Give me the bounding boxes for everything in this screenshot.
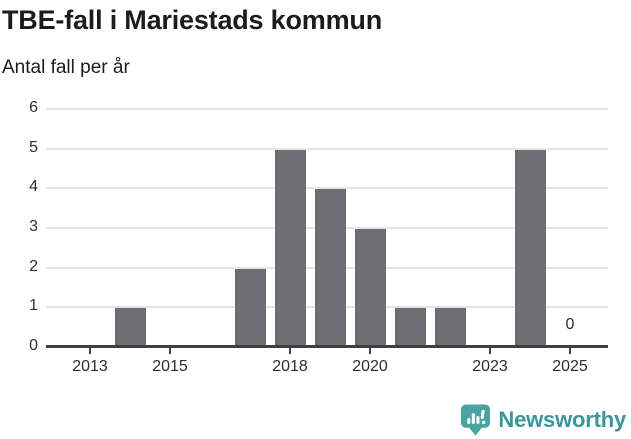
y-axis-label: 0 (29, 337, 38, 354)
x-tick-label-2018: 2018 (272, 358, 308, 375)
newsworthy-logo-link[interactable]: Newsworthy (460, 403, 626, 437)
gridline-y-5 (46, 147, 608, 150)
newsworthy-brand-text: Newsworthy (498, 407, 626, 432)
gridline-y-6 (46, 108, 608, 110)
x-tick-2018 (289, 348, 291, 354)
bar-2022 (434, 308, 466, 345)
value-label-2025: 0 (565, 316, 575, 333)
y-axis-label: 3 (29, 218, 38, 235)
bar-2019 (314, 189, 346, 345)
y-axis-label: 6 (29, 99, 38, 116)
x-tick-2013 (89, 348, 91, 354)
bar-2024 (514, 149, 546, 345)
bar-chart-speech-bubble-icon (461, 404, 491, 436)
x-tick-label-2025: 2025 (552, 358, 588, 375)
gridline-y-4 (46, 187, 608, 190)
bar-2017 (234, 268, 266, 345)
bar-2014 (114, 308, 146, 345)
x-tick-2023 (489, 348, 491, 354)
chart-subtitle: Antal fall per år (2, 57, 130, 78)
x-tick-label-2023: 2023 (472, 358, 508, 375)
x-tick-2015 (169, 348, 171, 354)
x-tick-2020 (369, 348, 371, 354)
x-tick-label-2013: 2013 (72, 358, 108, 375)
x-tick-2025 (569, 348, 571, 354)
y-axis-label: 5 (29, 138, 38, 156)
x-tick-label-2015: 2015 (152, 358, 188, 375)
x-axis-line (46, 345, 608, 348)
x-tick-label-2020: 2020 (352, 358, 388, 375)
y-axis-label: 2 (29, 257, 38, 275)
bar-2018 (274, 149, 306, 345)
bar-2021 (394, 308, 426, 345)
chart-title: TBE-fall i Mariestads kommun (2, 5, 382, 35)
bar-2020 (354, 229, 386, 345)
y-axis-label: 1 (29, 297, 38, 315)
y-axis-label: 4 (29, 178, 38, 196)
